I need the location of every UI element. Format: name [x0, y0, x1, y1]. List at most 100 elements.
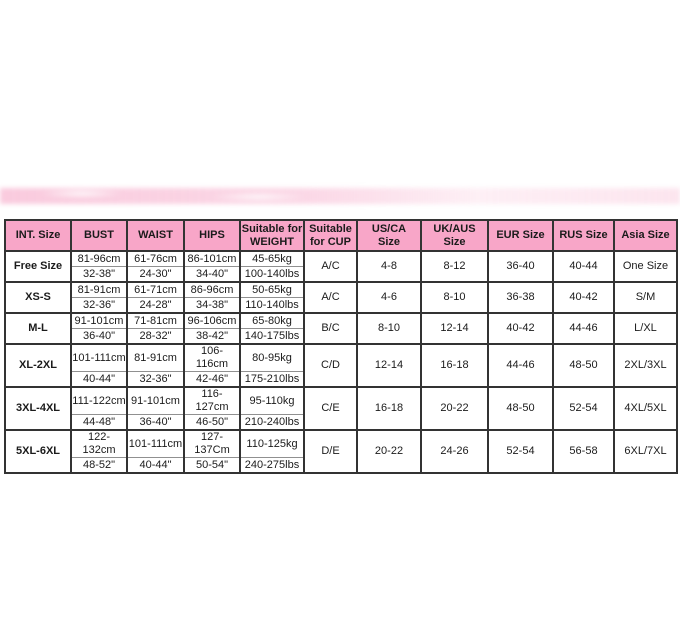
size-row-sub: 48-52" 40-44" 50-54" 240-275lbs	[5, 457, 677, 474]
cell-asia: L/XL	[613, 312, 678, 345]
cell-weight-kg: 80-95kg	[239, 343, 305, 372]
cell-weight-kg: 95-110kg	[239, 386, 305, 415]
cell-waist-in: 32-36"	[126, 371, 185, 388]
cell-weight-kg: 50-65kg	[239, 281, 305, 298]
cell-bust-in: 32-36"	[70, 297, 128, 314]
cell-asia: One Size	[613, 250, 678, 283]
cell-weight-lbs: 240-275lbs	[239, 457, 305, 474]
size-row-sub: 44-48" 36-40" 46-50" 210-240lbs	[5, 414, 677, 431]
cell-waist-cm: 71-81cm	[126, 312, 185, 329]
cell-bust-cm: 122-132cm	[70, 429, 128, 458]
cell-rus: 48-50	[552, 343, 615, 388]
cell-hips-cm: 86-101cm	[183, 250, 241, 267]
cell-rus: 52-54	[552, 386, 615, 431]
cell-bust-cm: 81-91cm	[70, 281, 128, 298]
size-row-sub: 36-40" 28-32" 38-42" 140-175lbs	[5, 328, 677, 345]
cell-eur: 36-40	[487, 250, 554, 283]
cell-hips-cm: 116-127cm	[183, 386, 241, 415]
cell-eur: 52-54	[487, 429, 554, 474]
cell-int-size: 3XL-4XL	[4, 386, 72, 431]
size-table-header: INT. Size BUST WAIST HIPS Suitable for WEIGH…	[4, 219, 678, 252]
cell-int-size: XS-S	[4, 281, 72, 314]
cell-weight-lbs: 210-240lbs	[239, 414, 305, 431]
cell-uk-aus: 8-12	[420, 250, 489, 283]
size-table-body: Free Size 81-96cm 61-76cm 86-101cm 45-65kg A/…	[4, 250, 678, 474]
cell-rus: 40-44	[552, 250, 615, 283]
cell-int-size: Free Size	[4, 250, 72, 283]
cell-hips-in: 38-42"	[183, 328, 241, 345]
cell-cup: C/D	[303, 343, 358, 388]
cell-bust-in: 48-52"	[70, 457, 128, 474]
cell-waist-in: 36-40"	[126, 414, 185, 431]
size-row: XL-2XL 101-111cm 81-91cm 106-116cm 80-95kg C/…	[4, 343, 678, 388]
cell-cup: B/C	[303, 312, 358, 345]
cell-hips-in: 42-46"	[183, 371, 241, 388]
cell-waist-cm: 61-76cm	[126, 250, 185, 267]
cell-cup: C/E	[303, 386, 358, 431]
cell-us-ca: 4-8	[356, 250, 422, 283]
cell-eur: 48-50	[487, 386, 554, 431]
cell-hips-in: 34-40"	[183, 266, 241, 283]
cell-hips-cm: 127-137Cm	[183, 429, 241, 458]
size-row: Free Size 81-96cm 61-76cm 86-101cm 45-65kg A/…	[4, 250, 678, 283]
header-cell-waist: WAIST	[126, 219, 185, 252]
size-row: XS-S 81-91cm 61-71cm 86-96cm 50-65kg A/C 4-6 8-…	[4, 281, 678, 314]
cell-int-size: XL-2XL	[4, 343, 72, 388]
cell-bust-cm: 91-101cm	[70, 312, 128, 329]
cell-us-ca: 8-10	[356, 312, 422, 345]
cell-waist-cm: 91-101cm	[126, 386, 185, 415]
header-cell-us-ca: US/CA Size	[356, 219, 422, 252]
cell-asia: 2XL/3XL	[613, 343, 678, 388]
size-row-sub: 40-44" 32-36" 42-46" 175-210lbs	[5, 371, 677, 388]
cell-eur: 36-38	[487, 281, 554, 314]
header-cell-weight: Suitable for WEIGHT	[239, 219, 305, 252]
cell-uk-aus: 20-22	[420, 386, 489, 431]
cell-hips-cm: 106-116cm	[183, 343, 241, 372]
cell-eur: 40-42	[487, 312, 554, 345]
header-cell-rus: RUS Size	[552, 219, 615, 252]
cell-bust-in: 44-48"	[70, 414, 128, 431]
cell-uk-aus: 8-10	[420, 281, 489, 314]
cell-waist-in: 28-32"	[126, 328, 185, 345]
cell-rus: 56-58	[552, 429, 615, 474]
cell-weight-kg: 110-125kg	[239, 429, 305, 458]
cell-waist-cm: 81-91cm	[126, 343, 185, 372]
cell-weight-lbs: 110-140lbs	[239, 297, 305, 314]
cell-rus: 40-42	[552, 281, 615, 314]
header-cell-hips: HIPS	[183, 219, 241, 252]
header-cell-cup: Suitable for CUP	[303, 219, 358, 252]
cell-asia: 6XL/7XL	[613, 429, 678, 474]
size-row: 3XL-4XL 111-122cm 91-101cm 116-127cm 95-110k…	[4, 386, 678, 431]
watermark-band	[0, 188, 680, 204]
cell-int-size: M-L	[4, 312, 72, 345]
cell-asia: 4XL/5XL	[613, 386, 678, 431]
cell-cup: A/C	[303, 281, 358, 314]
cell-asia: S/M	[613, 281, 678, 314]
cell-hips-in: 46-50"	[183, 414, 241, 431]
cell-int-size: 5XL-6XL	[4, 429, 72, 474]
cell-bust-cm: 81-96cm	[70, 250, 128, 267]
header-cell-bust: BUST	[70, 219, 128, 252]
cell-weight-lbs: 100-140lbs	[239, 266, 305, 283]
cell-us-ca: 4-6	[356, 281, 422, 314]
size-chart-table: INT. Size BUST WAIST HIPS Suitable for WEIGH…	[4, 219, 678, 474]
cell-eur: 44-46	[487, 343, 554, 388]
cell-bust-in: 40-44"	[70, 371, 128, 388]
cell-rus: 44-46	[552, 312, 615, 345]
cell-hips-cm: 86-96cm	[183, 281, 241, 298]
cell-uk-aus: 24-26	[420, 429, 489, 474]
cell-hips-in: 34-38"	[183, 297, 241, 314]
size-row: 5XL-6XL 122-132cm 101-111cm 127-137Cm 110-12…	[4, 429, 678, 474]
cell-waist-cm: 61-71cm	[126, 281, 185, 298]
size-row-sub: 32-38" 24-30" 34-40" 100-140lbs	[5, 266, 677, 283]
size-row: M-L 91-101cm 71-81cm 96-106cm 65-80kg B/C 8-10…	[4, 312, 678, 345]
header-cell-uk-aus: UK/AUS Size	[420, 219, 489, 252]
cell-bust-cm: 101-111cm	[70, 343, 128, 372]
cell-uk-aus: 12-14	[420, 312, 489, 345]
cell-waist-in: 24-28"	[126, 297, 185, 314]
cell-weight-kg: 45-65kg	[239, 250, 305, 267]
cell-bust-in: 36-40"	[70, 328, 128, 345]
cell-bust-in: 32-38"	[70, 266, 128, 283]
header-cell-int-size: INT. Size	[4, 219, 72, 252]
